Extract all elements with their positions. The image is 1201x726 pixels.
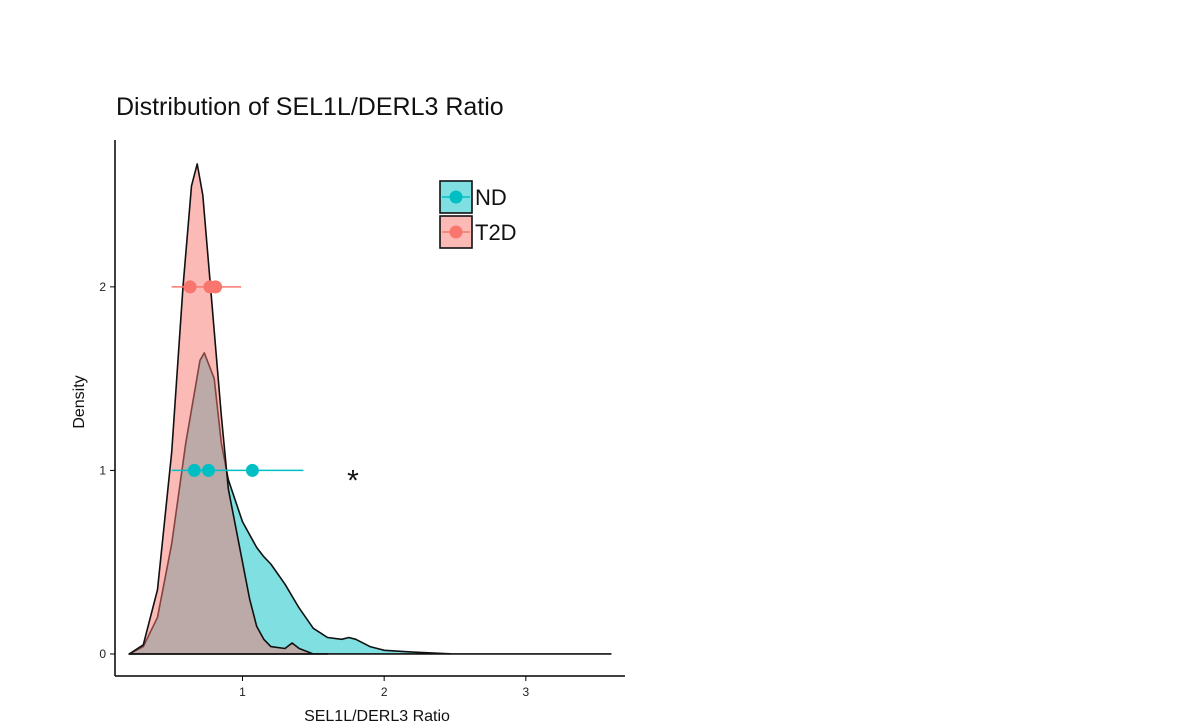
plot-area [128,163,612,655]
legend-label-t2d: T2D [475,220,517,245]
x-tick-label: 1 [239,685,246,699]
y-axis-ticks: 0 1 2 [99,280,115,661]
legend: ND T2D [439,180,517,249]
errorbar-point-mean-t2d [209,280,223,294]
legend-key-point [449,225,463,239]
errorbar-point-mean-nd [245,463,259,477]
y-tick-label: 1 [99,463,106,477]
errorbar-point-median-nd [202,463,215,477]
x-tick-label: 3 [522,685,529,699]
legend-key-point [449,190,463,204]
legend-label-nd: ND [475,185,507,210]
y-axis-label: Density [71,375,88,428]
errorbar-point-q1-nd [187,463,201,477]
chart-title: Distribution of SEL1L/DERL3 Ratio [116,93,504,121]
x-axis-label: SEL1L/DERL3 Ratio [304,708,450,725]
x-tick-label: 2 [381,685,388,699]
x-axis-ticks: 1 2 3 [239,676,529,699]
errorbar-point-q1-t2d [183,280,197,294]
y-tick-label: 2 [99,280,106,294]
density-area-t2d [128,163,329,655]
y-tick-label: 0 [99,647,106,661]
significance-asterisk: * [347,464,359,497]
